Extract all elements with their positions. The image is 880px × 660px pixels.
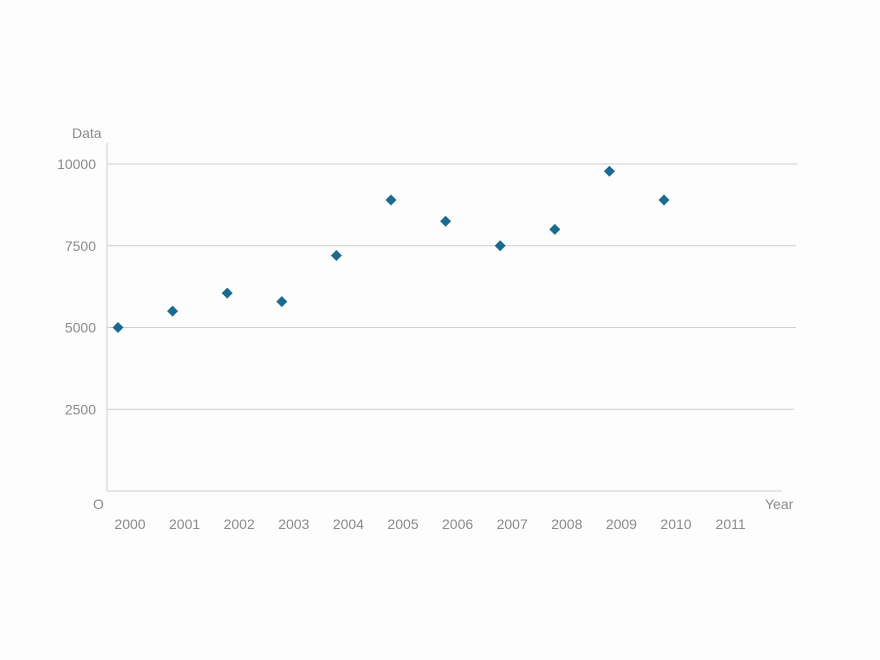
data-point xyxy=(112,322,124,333)
x-tick-label: 2005 xyxy=(387,516,418,532)
data-point xyxy=(385,194,397,206)
x-tick-label: 2003 xyxy=(278,516,309,532)
data-point xyxy=(167,305,179,317)
x-tick-label: 2008 xyxy=(551,516,582,532)
x-tick-labels: 2000 2001 2002 2003 2004 2005 2006 2007 2008 2009… xyxy=(114,516,745,532)
y-tick-label: 7500 xyxy=(65,238,96,254)
x-tick-label: 2004 xyxy=(333,516,364,532)
x-tick-label: 2002 xyxy=(224,516,255,532)
y-tick-label: 5000 xyxy=(65,320,96,336)
x-tick-label: 2011 xyxy=(716,516,746,532)
data-point xyxy=(440,215,452,227)
x-tick-label: 2001 xyxy=(169,516,200,532)
y-tick-label: 2500 xyxy=(65,401,96,417)
data-point xyxy=(494,240,506,252)
data-point xyxy=(221,287,233,299)
data-point xyxy=(658,194,670,206)
y-tick-labels: 2500 5000 7500 10000 xyxy=(57,156,96,417)
x-tick-label: 2000 xyxy=(114,516,145,532)
y-axis-label: Data xyxy=(72,125,102,141)
x-tick-label: 2006 xyxy=(442,516,473,532)
data-point xyxy=(276,296,288,308)
data-point xyxy=(549,223,561,235)
origin-label: O xyxy=(93,496,104,512)
x-tick-label: 2010 xyxy=(660,516,691,532)
data-point xyxy=(330,250,342,262)
gridlines xyxy=(107,163,798,410)
x-tick-label: 2007 xyxy=(497,516,528,532)
y-tick-label: 10000 xyxy=(57,156,96,172)
x-axis-label: Year xyxy=(765,496,794,512)
data-points xyxy=(112,165,670,333)
data-point xyxy=(603,165,615,177)
x-tick-label: 2009 xyxy=(606,516,637,532)
